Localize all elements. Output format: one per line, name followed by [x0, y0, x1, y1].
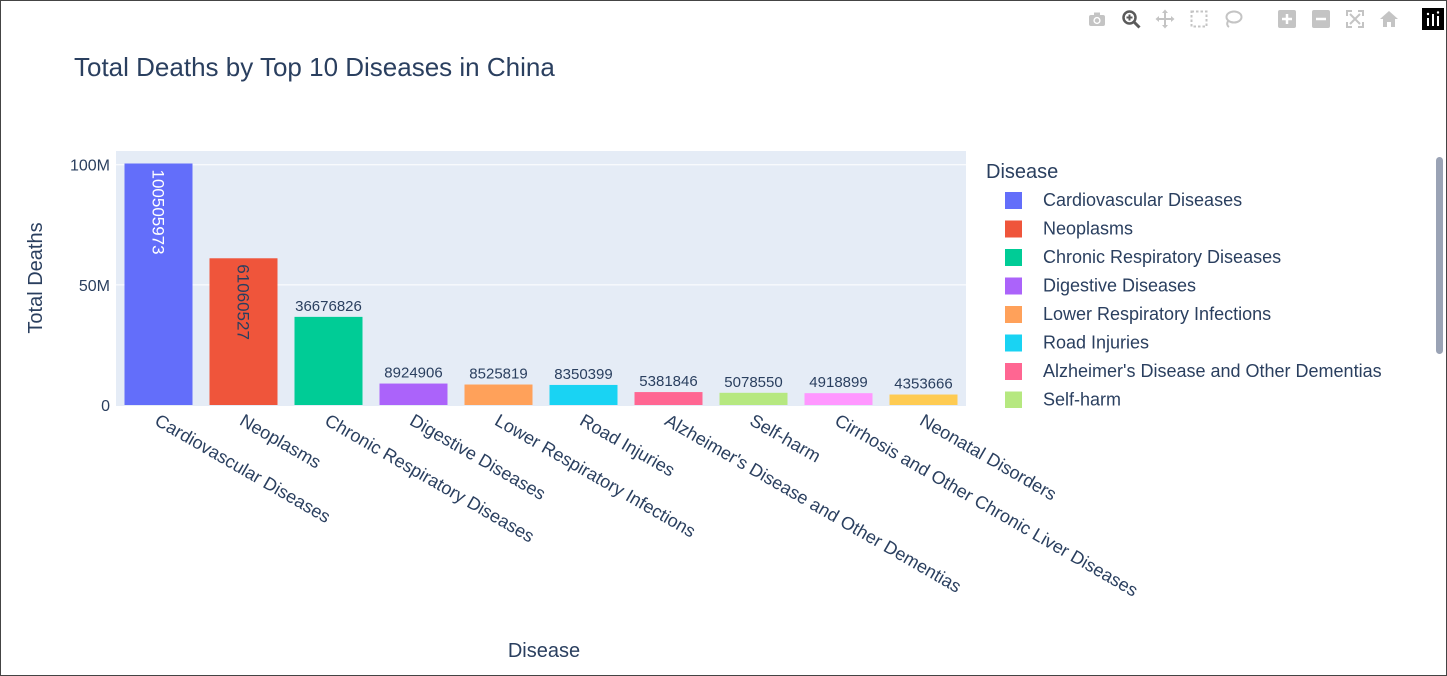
box-select-icon[interactable] [1188, 8, 1210, 30]
data-label: 8350399 [554, 366, 612, 383]
legend-swatch [1005, 277, 1022, 295]
legend-swatch [1005, 249, 1022, 266]
legend-swatch [1005, 306, 1022, 323]
bars [124, 163, 958, 406]
autoscale-icon[interactable] [1344, 8, 1366, 30]
bar[interactable] [634, 392, 703, 405]
legend-label: Digestive Diseases [1043, 276, 1196, 296]
y-axis-ticks: 0 50M 100M [70, 158, 110, 415]
legend-label: Alzheimer's Disease and Other Dementias [1043, 361, 1382, 381]
legend-swatch [1005, 220, 1022, 238]
zoom-icon[interactable] [1120, 8, 1142, 30]
legend-item[interactable]: Alzheimer's Disease and Other Dementias [1005, 361, 1382, 381]
legend-label: Chronic Respiratory Diseases [1043, 247, 1281, 267]
zoom-in-icon[interactable] [1276, 8, 1298, 30]
legend-item[interactable]: Self-harm [1005, 390, 1121, 410]
bar[interactable] [124, 163, 193, 406]
data-label: 4353666 [894, 376, 952, 393]
x-axis-title: Disease [508, 640, 580, 662]
pan-icon[interactable] [1154, 8, 1176, 30]
y-tick-label: 100M [70, 158, 110, 175]
bar[interactable] [719, 392, 788, 405]
data-label: 36676826 [295, 298, 362, 315]
bar[interactable] [889, 394, 958, 405]
x-tick-label: Cirrhosis and Other Chronic Liver Diseas… [832, 410, 1142, 600]
data-label: 61060527 [234, 264, 253, 340]
chart-title: Total Deaths by Top 10 Diseases in China [74, 52, 555, 82]
bar[interactable] [209, 258, 278, 405]
x-tick-label: Alzheimer's Disease and Other Dementias [662, 410, 965, 597]
legend-label: Neoplasms [1043, 219, 1133, 239]
modebar [1074, 7, 1444, 31]
legend-item[interactable]: Road Injuries [1005, 333, 1149, 353]
legend-swatch [1005, 192, 1022, 209]
legend-scrollbar[interactable] [1436, 157, 1443, 354]
data-label: 5381846 [639, 373, 697, 390]
y-tick-label: 0 [101, 398, 110, 415]
y-axis-title: Total Deaths [25, 222, 47, 333]
reset-axes-icon[interactable] [1378, 8, 1400, 30]
legend-label: Lower Respiratory Infections [1043, 304, 1271, 324]
data-label: 4918899 [809, 374, 867, 391]
bar[interactable] [804, 393, 873, 405]
legend-label: Road Injuries [1043, 333, 1149, 353]
data-labels: 100505973 61060527 36676826 8924906 8525819 8… [149, 170, 953, 393]
legend-item[interactable]: Digestive Diseases [1005, 276, 1196, 296]
data-label: 5078550 [724, 374, 782, 391]
bar[interactable] [549, 384, 618, 405]
legend-swatch [1005, 391, 1022, 408]
zoom-out-icon[interactable] [1310, 8, 1332, 30]
legend: Cardiovascular Diseases Neoplasms Chronic … [1005, 190, 1382, 410]
x-tick-label: Neonatal Disorders [917, 410, 1060, 504]
data-label: 100505973 [149, 170, 168, 255]
legend-item[interactable]: Cardiovascular Diseases [1005, 190, 1242, 210]
legend-label: Self-harm [1043, 390, 1121, 410]
bar[interactable] [464, 384, 533, 405]
legend-title: Disease [986, 161, 1058, 183]
legend-item[interactable]: Neoplasms [1005, 219, 1133, 239]
data-label: 8525819 [469, 366, 527, 383]
camera-icon[interactable] [1086, 8, 1108, 30]
bar[interactable] [379, 383, 448, 405]
data-label: 8924906 [384, 365, 442, 382]
legend-swatch [1005, 363, 1022, 380]
legend-swatch [1005, 334, 1022, 352]
y-tick-label: 50M [79, 278, 110, 295]
lasso-select-icon[interactable] [1222, 8, 1244, 30]
legend-item[interactable]: Lower Respiratory Infections [1005, 304, 1271, 324]
bar[interactable] [294, 316, 363, 405]
legend-item[interactable]: Chronic Respiratory Diseases [1005, 247, 1281, 267]
x-tick-label: Self-harm [747, 410, 825, 466]
plotly-logo-icon[interactable] [1422, 8, 1444, 30]
x-axis-ticks: Cardiovascular DiseasesNeoplasmsChronic … [152, 410, 1142, 600]
legend-label: Cardiovascular Diseases [1043, 190, 1242, 210]
